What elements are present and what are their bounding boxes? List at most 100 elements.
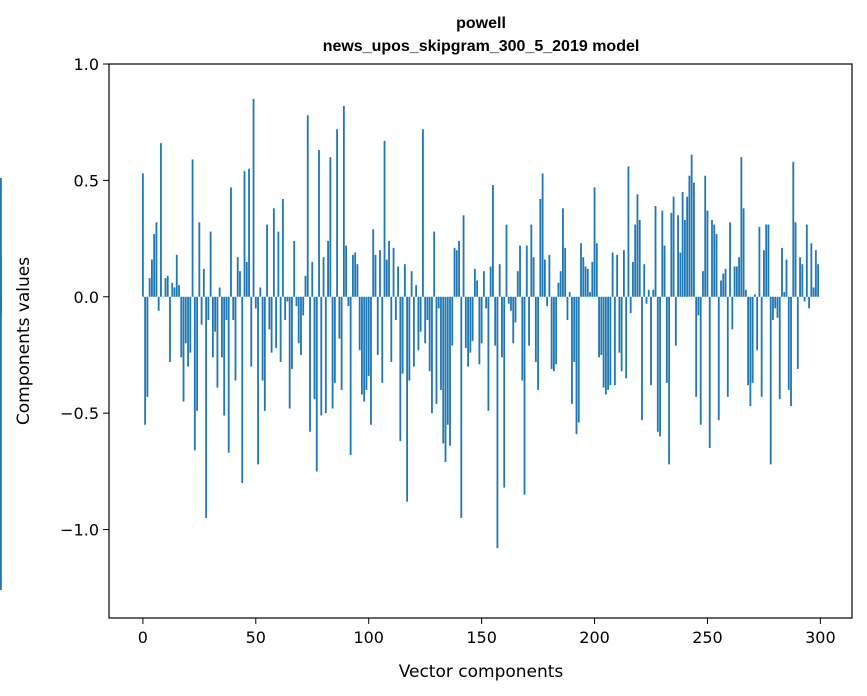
bar [320, 296, 323, 416]
bar [230, 187, 232, 297]
x-tick-label: 0 [138, 628, 148, 647]
bar [744, 289, 747, 297]
bar [275, 296, 278, 348]
bar [198, 222, 201, 297]
bar [367, 296, 370, 376]
bar [760, 296, 763, 397]
x-axis-label: Vector components [399, 662, 564, 682]
bar [559, 271, 562, 297]
bar [607, 296, 609, 390]
bar [629, 296, 632, 314]
bar [144, 296, 147, 425]
bar [336, 129, 338, 297]
bar [790, 296, 792, 407]
bar [679, 252, 682, 297]
bar [162, 296, 165, 298]
bar [677, 215, 680, 297]
bar [184, 296, 187, 344]
bar [342, 105, 345, 297]
bar [668, 296, 670, 465]
bar [410, 271, 413, 297]
bar [659, 296, 661, 437]
bar [476, 280, 479, 297]
bar [173, 287, 176, 297]
bar [291, 296, 293, 369]
bar [453, 247, 456, 297]
bar [279, 296, 282, 362]
bar [566, 296, 569, 321]
bar [263, 296, 266, 411]
bar [234, 296, 237, 381]
bar [697, 296, 700, 316]
bar [665, 296, 668, 383]
bar [157, 296, 160, 311]
bar [724, 268, 727, 297]
bar [0, 296, 2, 309]
bar [573, 296, 576, 362]
bar [200, 296, 203, 325]
bar [595, 243, 598, 297]
bar [539, 199, 542, 297]
bar [446, 296, 449, 425]
bar [510, 296, 512, 311]
bar [625, 296, 628, 379]
bar [361, 296, 363, 395]
bar [525, 245, 528, 297]
bar [505, 224, 508, 297]
bar [399, 296, 402, 442]
bar [611, 252, 614, 297]
bar [397, 266, 399, 297]
bar [467, 296, 469, 367]
bar [333, 296, 336, 383]
bar [616, 254, 619, 297]
bar [514, 296, 517, 323]
bar [598, 296, 600, 358]
bar [521, 296, 524, 381]
bar [266, 224, 268, 297]
bar [160, 143, 162, 297]
bar [363, 296, 366, 402]
bar [731, 296, 734, 330]
bar [708, 296, 711, 449]
bar [207, 296, 210, 321]
bar [349, 296, 352, 456]
bar [444, 296, 447, 463]
bar [257, 296, 259, 465]
bar [661, 210, 664, 297]
bar [783, 292, 786, 297]
bar [492, 185, 494, 297]
bar [191, 159, 194, 297]
bar [693, 182, 695, 297]
bar [245, 261, 248, 297]
bar [814, 250, 817, 297]
bar [166, 275, 169, 297]
bar [412, 296, 415, 367]
bar [722, 273, 725, 297]
bar [151, 259, 153, 297]
bar [543, 259, 546, 297]
bar [478, 296, 481, 365]
bar [309, 296, 311, 432]
bar [656, 296, 659, 432]
bar [202, 268, 205, 297]
chart-subtitle: news_upos_skipgram_300_5_2019 model [323, 38, 640, 55]
bar [469, 296, 472, 353]
bar [781, 247, 783, 297]
bar [250, 296, 253, 367]
bar [331, 296, 334, 409]
bar [602, 296, 605, 388]
bar [318, 150, 320, 297]
bar [338, 296, 341, 339]
bar [347, 296, 350, 307]
bar [747, 296, 750, 386]
bar [713, 224, 716, 297]
y-tick-label: 0.5 [74, 171, 99, 190]
bar [577, 296, 580, 423]
bar [440, 296, 442, 390]
x-tick-label: 250 [692, 628, 723, 647]
bar [519, 245, 521, 297]
bar [254, 296, 257, 309]
bar [370, 296, 372, 425]
bar [548, 254, 551, 297]
